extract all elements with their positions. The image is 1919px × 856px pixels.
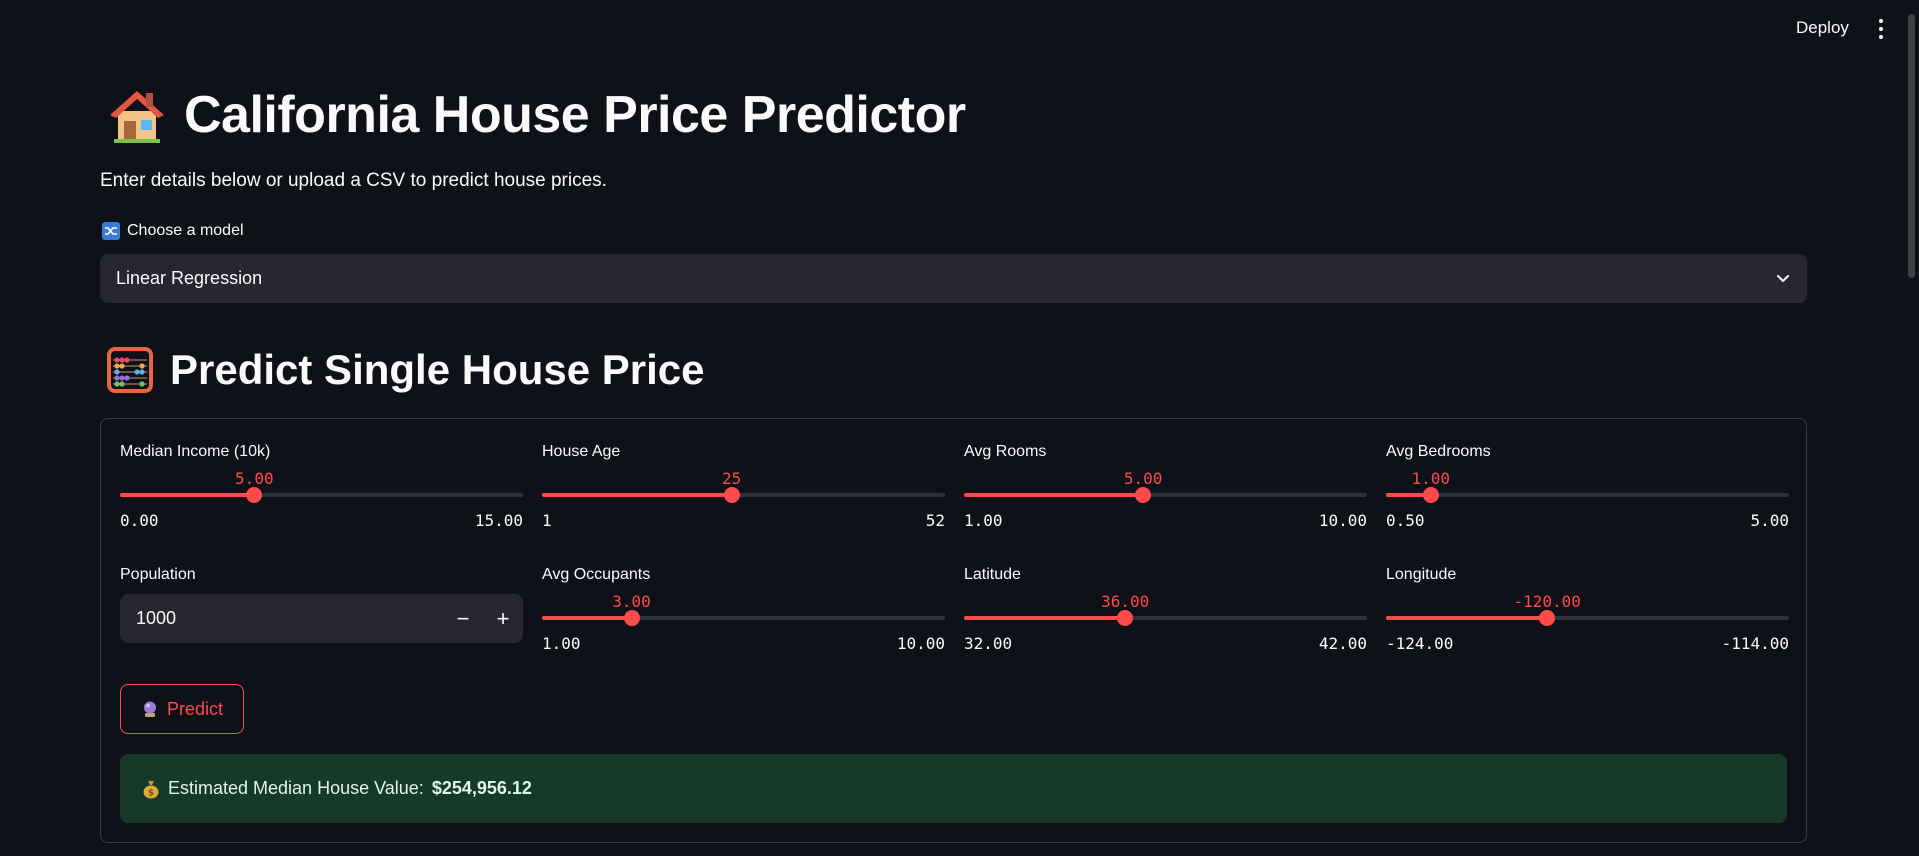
population-label: Population — [120, 566, 196, 583]
population-input[interactable]: 1000 − + — [120, 594, 523, 643]
population-value[interactable]: 1000 — [136, 608, 177, 628]
slider-track[interactable] — [542, 487, 945, 503]
slider-min: 1 — [542, 511, 552, 530]
median-income-field: Median Income (10k) 5.00 0.00 15.00 — [120, 443, 523, 531]
slider-track[interactable] — [1386, 487, 1789, 503]
slider-fill — [964, 493, 1144, 497]
shuffle-icon — [102, 222, 120, 240]
house-icon — [110, 91, 164, 143]
slider-value: 5.00 — [1123, 469, 1163, 488]
section-heading-text: Predict Single House Price — [170, 346, 705, 393]
slider-max: 52 — [925, 511, 945, 530]
slider-min: 0.50 — [1386, 511, 1425, 530]
result-value: $254,956.12 — [431, 778, 532, 798]
slider-value: 1.00 — [1411, 469, 1451, 488]
slider-value: -120.00 — [1513, 592, 1581, 611]
slider-value: 5.00 — [235, 469, 274, 488]
deploy-button[interactable]: Deploy — [1796, 18, 1849, 37]
slider-track[interactable] — [120, 487, 523, 503]
model-select-value: Linear Regression — [116, 268, 263, 288]
slider-min: 32.00 — [964, 634, 1013, 653]
scrollbar-thumb[interactable] — [1908, 14, 1915, 278]
slider-max: -114.00 — [1721, 634, 1789, 653]
prediction-result: $ Estimated Median House Value: $254,956… — [120, 754, 1787, 823]
avg-occupants-field: Avg Occupants 3.00 1.00 10.00 — [542, 566, 945, 654]
result-prefix: Estimated Median House Value: — [168, 778, 424, 798]
avg-rooms-slider[interactable]: 5.00 1.00 10.00 — [964, 461, 1367, 531]
slider-label: Longitude — [1386, 566, 1457, 583]
longitude-field: Longitude -120.00 -124.00 -114.00 — [1386, 566, 1789, 654]
model-select-label-text: Choose a model — [127, 222, 244, 239]
slider-max: 42.00 — [1318, 634, 1367, 653]
avg-occupants-slider[interactable]: 3.00 1.00 10.00 — [542, 584, 945, 654]
slider-max: 10.00 — [1318, 511, 1367, 530]
slider-thumb[interactable] — [246, 487, 263, 503]
slider-label: Avg Bedrooms — [1386, 443, 1491, 460]
more-vert-icon[interactable] — [1872, 16, 1890, 42]
slider-label: House Age — [542, 443, 621, 460]
avg-rooms-field: Avg Rooms 5.00 1.00 10.00 — [964, 443, 1367, 531]
slider-max: 15.00 — [474, 511, 523, 530]
slider-max: 5.00 — [1750, 511, 1789, 530]
median-income-slider[interactable]: 5.00 0.00 15.00 — [120, 461, 523, 531]
page-title: California House Price Predictor — [106, 80, 966, 150]
slider-thumb[interactable] — [1117, 610, 1134, 626]
slider-thumb[interactable] — [1422, 487, 1439, 503]
slider-thumb[interactable] — [1135, 487, 1152, 503]
slider-label: Latitude — [964, 566, 1021, 583]
avg-bedrooms-slider[interactable]: 1.00 0.50 5.00 — [1386, 461, 1789, 531]
slider-value: 25 — [722, 469, 742, 488]
slider-track[interactable] — [964, 610, 1367, 626]
model-select[interactable]: Linear Regression — [100, 254, 1807, 303]
abacus-icon — [107, 347, 153, 393]
slider-thumb[interactable] — [1539, 610, 1556, 626]
svg-text:$: $ — [148, 788, 154, 798]
top-toolbar: Deploy — [0, 0, 1919, 60]
slider-min: -124.00 — [1386, 634, 1454, 653]
slider-track[interactable] — [542, 610, 945, 626]
chevron-down-icon — [1777, 275, 1789, 282]
house-age-field: House Age 25 1 52 — [542, 443, 945, 531]
increment-button[interactable]: + — [496, 605, 510, 631]
predict-button-label: Predict — [166, 698, 224, 719]
slider-min: 1.00 — [542, 634, 581, 653]
slider-fill — [1386, 493, 1431, 497]
avg-bedrooms-field: Avg Bedrooms 1.00 0.50 5.00 — [1386, 443, 1789, 531]
slider-fill — [542, 616, 632, 620]
section-heading: Predict Single House Price — [106, 340, 705, 400]
slider-value: 3.00 — [612, 592, 651, 611]
slider-fill — [1386, 616, 1548, 620]
slider-label: Median Income (10k) — [120, 443, 271, 460]
page-title-text: California House Price Predictor — [184, 86, 966, 144]
page-subtitle: Enter details below or upload a CSV to p… — [100, 170, 607, 191]
slider-value: 36.00 — [1101, 592, 1150, 611]
slider-min: 1.00 — [964, 511, 1003, 530]
prediction-form: Median Income (10k) 5.00 0.00 15.00 Hous… — [100, 418, 1807, 843]
slider-track[interactable] — [1386, 610, 1789, 626]
longitude-slider[interactable]: -120.00 -124.00 -114.00 — [1386, 584, 1789, 654]
decrement-button[interactable]: − — [456, 605, 470, 631]
house-age-slider[interactable]: 25 1 52 — [542, 461, 945, 531]
scrollbar[interactable] — [1903, 0, 1919, 856]
slider-fill — [964, 616, 1126, 620]
slider-label: Avg Occupants — [542, 566, 651, 583]
latitude-field: Latitude 36.00 32.00 42.00 — [964, 566, 1367, 654]
slider-thumb[interactable] — [623, 610, 640, 626]
slider-max: 10.00 — [896, 634, 945, 653]
model-select-label: Choose a model — [102, 222, 244, 240]
slider-fill — [120, 493, 255, 497]
money-bag-icon: $ — [143, 780, 159, 798]
slider-min: 0.00 — [120, 511, 159, 530]
slider-track[interactable] — [964, 487, 1367, 503]
crystal-ball-icon — [143, 701, 156, 717]
predict-button[interactable]: Predict — [120, 684, 244, 734]
population-field: Population 1000 − + — [120, 566, 523, 643]
slider-fill — [542, 493, 732, 497]
latitude-slider[interactable]: 36.00 32.00 42.00 — [964, 584, 1367, 654]
slider-thumb[interactable] — [723, 487, 740, 503]
slider-label: Avg Rooms — [964, 443, 1047, 460]
